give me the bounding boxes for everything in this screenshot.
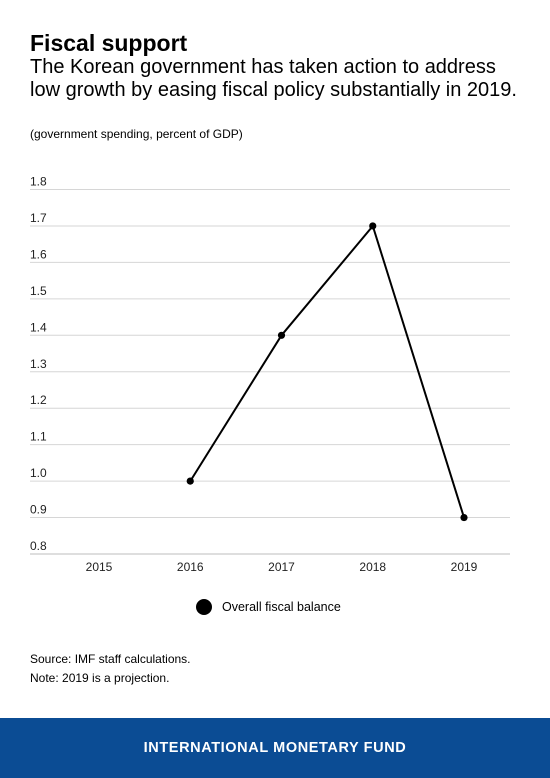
data-point: [277, 331, 286, 339]
y-tick-label: 0.8: [30, 539, 47, 553]
y-tick-label: 1.0: [30, 466, 47, 480]
chart-title: Fiscal support: [30, 30, 188, 56]
data-point: [369, 222, 377, 230]
x-tick-label: 2016: [177, 560, 204, 574]
imf-logo-text: INTERNATIONAL MONETARY FUND: [143, 740, 407, 756]
series-lines: [189, 225, 465, 518]
legend: Overall fiscal balance: [196, 598, 341, 616]
series-points: [186, 222, 468, 522]
y-axis-tick-labels: 1.8 1.7 1.6 1.5 1.4 1.3 1.2 1.1 1.0 0.9 0.8: [30, 175, 47, 554]
y-tick-label: 1.4: [30, 320, 47, 334]
y-tick-label: 1.6: [30, 247, 47, 261]
x-axis-tick-labels: 2015 2016 2017 2018 2019: [86, 560, 478, 574]
chart-notes: Source: IMF staff calculations. Note: 20…: [30, 650, 191, 688]
y-tick-label: 1.1: [30, 430, 47, 444]
line-chart: 1.81.71.61.51.41.31.21.11.00.90.8 2015 20…: [30, 175, 510, 574]
y-tick-label: 1.7: [30, 211, 47, 225]
source-note: Source: IMF staff calculations.: [30, 652, 191, 666]
x-tick-label: 2019: [451, 560, 478, 574]
y-tick-label: 1.5: [30, 284, 47, 298]
x-tick-label: 2017: [268, 560, 295, 574]
legend-label: Overall fiscal balance: [222, 600, 341, 614]
data-point: [186, 477, 194, 485]
y-tick-label: 1.8: [30, 175, 47, 189]
x-tick-label: 2015: [86, 560, 113, 574]
data-point: [460, 513, 468, 522]
footer-banner: INTERNATIONAL MONETARY FUND: [0, 718, 550, 778]
units-label: (government spending, percent of GDP): [30, 127, 243, 141]
x-tick-label: 2018: [359, 560, 386, 574]
legend-marker-icon: [196, 599, 212, 615]
y-tick-label: 1.2: [30, 393, 47, 407]
projection-note: Note: 2019 is a projection.: [30, 671, 170, 685]
y-tick-label: 1.3: [30, 357, 47, 371]
y-tick-label: 0.9: [30, 503, 47, 517]
gridlines: [30, 189, 510, 555]
series-line: [189, 225, 465, 518]
chart-subtitle: The Korean government has taken action t…: [30, 56, 517, 101]
